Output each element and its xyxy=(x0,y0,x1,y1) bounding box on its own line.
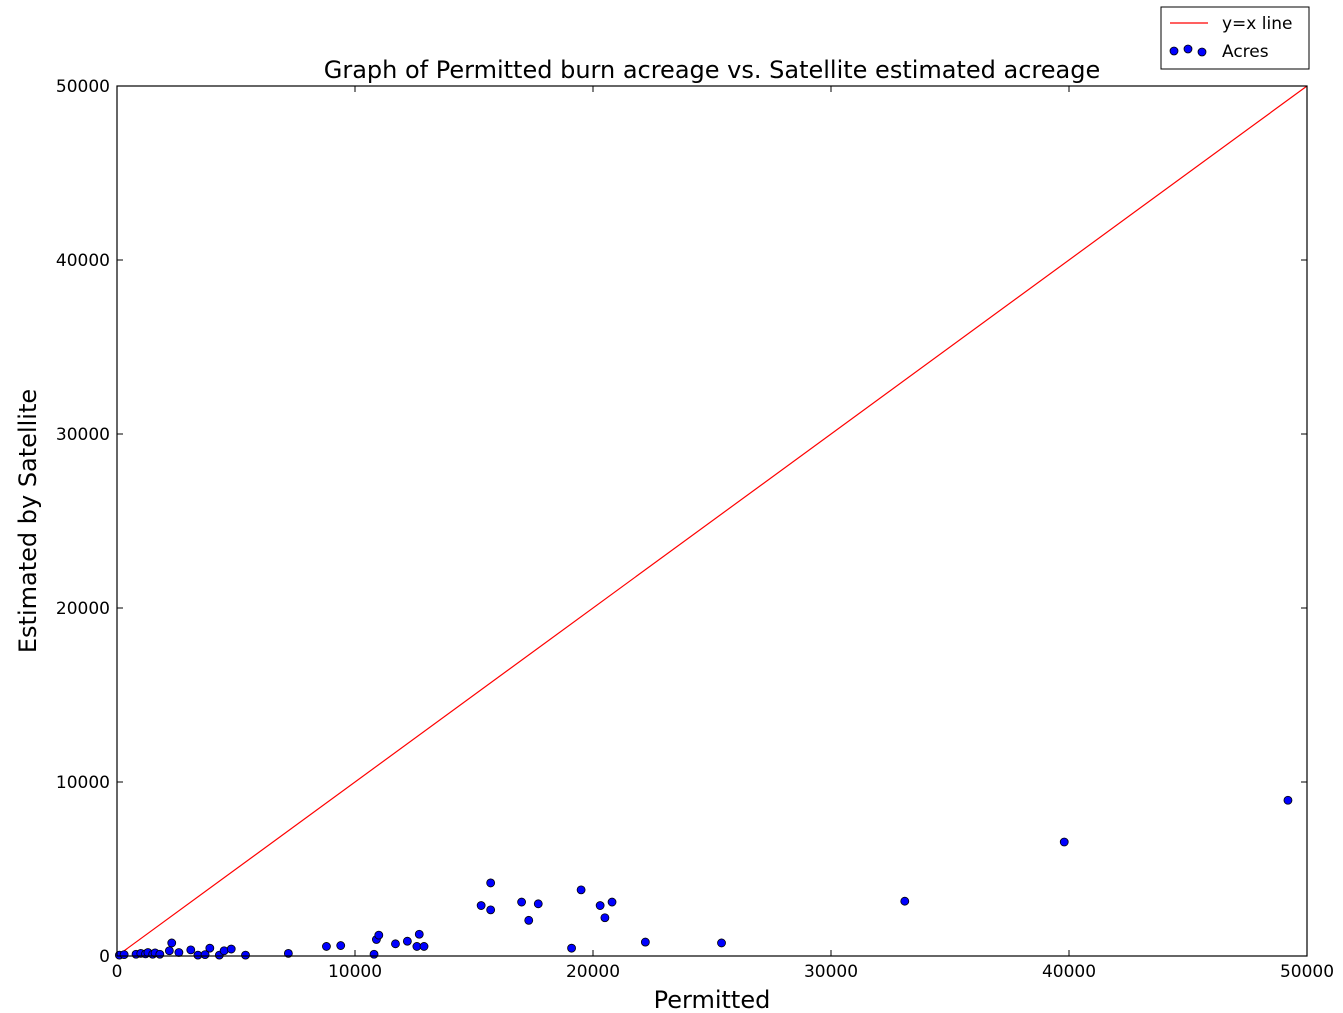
series-line-yx xyxy=(116,85,1308,957)
legend-marker-swatch xyxy=(1169,46,1179,56)
data-point xyxy=(391,939,400,949)
data-point xyxy=(283,948,293,958)
data-point xyxy=(336,941,346,950)
data-point xyxy=(205,943,215,953)
data-point xyxy=(119,950,129,960)
data-point xyxy=(374,930,384,940)
data-point xyxy=(595,901,605,910)
y-tick-label: 50000 xyxy=(56,77,110,97)
data-point xyxy=(607,897,617,907)
x-tick-label: 30000 xyxy=(804,962,858,982)
data-point xyxy=(476,901,486,910)
y-tick-label: 40000 xyxy=(56,251,110,271)
data-point xyxy=(717,938,726,948)
legend-box xyxy=(1160,6,1310,70)
data-point xyxy=(1059,837,1069,847)
legend-label-scatter: Acres xyxy=(1222,42,1269,62)
data-point xyxy=(486,905,496,915)
data-point xyxy=(226,944,236,954)
data-point xyxy=(576,885,586,895)
x-tick-label: 20000 xyxy=(566,962,620,982)
data-point xyxy=(219,946,229,956)
x-tick-label: 0 xyxy=(112,962,123,982)
data-point xyxy=(200,950,210,960)
data-point xyxy=(369,949,379,959)
y-tick-label: 20000 xyxy=(56,599,110,619)
data-point xyxy=(524,915,534,925)
data-point xyxy=(1283,795,1293,805)
plot-marks xyxy=(114,85,1308,960)
data-point xyxy=(600,913,610,923)
data-point xyxy=(167,938,177,948)
legend-marker-swatch xyxy=(1183,44,1193,54)
y-tick-label: 10000 xyxy=(56,773,110,793)
data-point xyxy=(241,950,250,960)
x-axis-label: Permitted xyxy=(654,986,771,1013)
data-point xyxy=(419,942,429,951)
data-point xyxy=(155,949,165,959)
data-point xyxy=(322,942,331,951)
data-point xyxy=(186,945,196,955)
data-point xyxy=(164,946,174,956)
y-tick-label: 0 xyxy=(99,947,110,967)
data-point xyxy=(517,897,526,907)
data-point xyxy=(900,896,910,906)
legend-marker-swatch xyxy=(1197,47,1207,57)
data-point xyxy=(640,937,650,947)
y-tick-label: 30000 xyxy=(56,425,110,445)
data-point xyxy=(567,943,576,953)
data-point xyxy=(486,878,496,888)
x-tick-label: 10000 xyxy=(328,962,382,982)
plot-area-frame xyxy=(116,85,1308,957)
chart-title: Graph of Permitted burn acreage vs. Sate… xyxy=(324,56,1100,84)
legend-label-line: y=x line xyxy=(1222,14,1292,34)
data-point xyxy=(174,948,184,957)
data-point xyxy=(533,899,543,909)
x-tick-label: 50000 xyxy=(1280,962,1334,982)
data-point xyxy=(414,929,424,939)
x-tick-label: 40000 xyxy=(1042,962,1096,982)
legend: y=x line Acres xyxy=(1160,6,1310,70)
data-point xyxy=(402,936,412,946)
axis-ticks: 0 10000 20000 30000 40000 50000 0 10000 20000 300… xyxy=(56,77,1334,982)
y-axis-label: Estimated by Satellite xyxy=(14,389,42,653)
